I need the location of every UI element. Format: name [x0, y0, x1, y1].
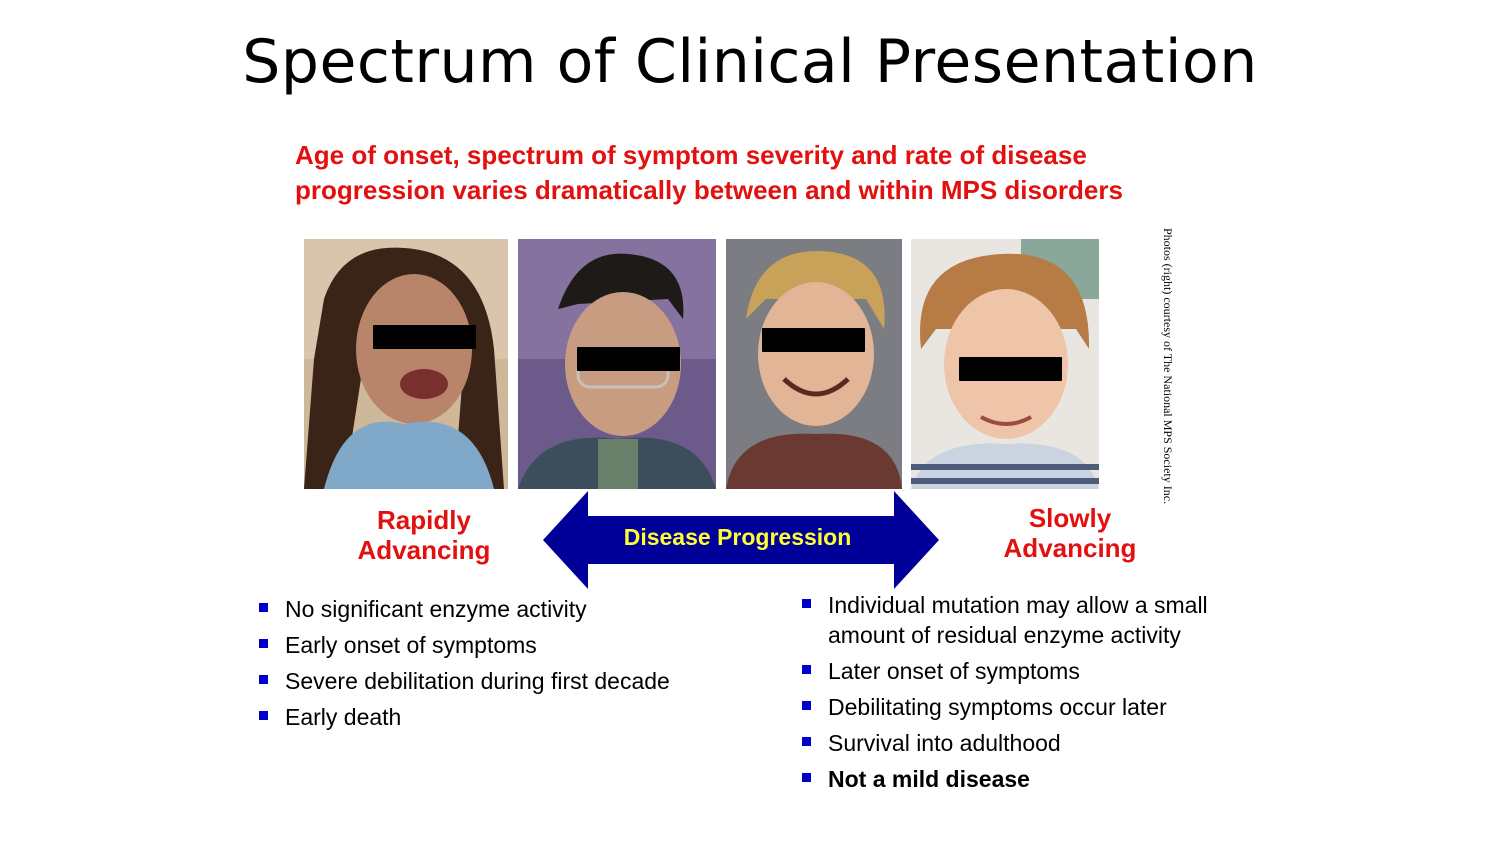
bullet-square-icon: [802, 665, 811, 674]
bullet-text: Early onset of symptoms: [285, 632, 537, 658]
slowly-advancing-label: Slowly Advancing: [980, 503, 1160, 563]
right-label-line-2: Advancing: [1003, 533, 1137, 563]
bullet-text: No significant enzyme activity: [285, 596, 587, 622]
list-item: Debilitating symptoms occur later: [801, 692, 1251, 722]
list-item: Severe debilitation during first decade: [258, 666, 738, 696]
bullet-text: Early death: [285, 704, 402, 730]
slide-subtitle: Age of onset, spectrum of symptom severi…: [295, 138, 1215, 208]
list-item: Not a mild disease: [801, 764, 1251, 794]
subtitle-line-2: progression varies dramatically between …: [295, 175, 1123, 205]
bullet-square-icon: [259, 711, 268, 720]
bullet-text: Severe debilitation during first decade: [285, 668, 670, 694]
bullet-text: Later onset of symptoms: [828, 658, 1080, 684]
rapidly-advancing-label: Rapidly Advancing: [334, 505, 514, 565]
privacy-bar-4: [959, 357, 1062, 381]
privacy-bar-3: [762, 328, 865, 352]
photo-credit: Photos (right) courtesy of The National …: [1161, 228, 1175, 505]
bullet-square-icon: [259, 639, 268, 648]
list-item: No significant enzyme activity: [258, 594, 738, 624]
list-item: Survival into adulthood: [801, 728, 1251, 758]
bullet-square-icon: [259, 603, 268, 612]
subtitle-line-1: Age of onset, spectrum of symptom severi…: [295, 140, 1087, 170]
list-item: Individual mutation may allow a small am…: [801, 590, 1251, 650]
patient-photo-1: [304, 239, 508, 489]
bullet-text: Survival into adulthood: [828, 730, 1061, 756]
bullet-square-icon: [802, 701, 811, 710]
list-item: Later onset of symptoms: [801, 656, 1251, 686]
bullet-text: Debilitating symptoms occur later: [828, 694, 1167, 720]
bullet-text: Individual mutation may allow a small am…: [828, 592, 1208, 648]
slide-title: Spectrum of Clinical Presentation: [242, 27, 1258, 97]
patient-photo-4: [911, 239, 1099, 489]
arrow-label: Disease Progression: [623, 524, 852, 550]
bullet-square-icon: [802, 773, 811, 782]
bullet-text: Not a mild disease: [828, 766, 1030, 792]
list-item: Early onset of symptoms: [258, 630, 738, 660]
bullet-square-icon: [259, 675, 268, 684]
privacy-bar-1: [373, 325, 476, 349]
left-bullet-list: No significant enzyme activity Early ons…: [258, 594, 738, 738]
bullet-square-icon: [802, 599, 811, 608]
left-label-line-2: Advancing: [357, 535, 491, 565]
left-label-line-1: Rapidly: [377, 505, 471, 535]
right-bullet-list: Individual mutation may allow a small am…: [801, 590, 1251, 800]
patient-photo-3: [726, 239, 902, 489]
disease-progression-arrow: [543, 491, 939, 589]
privacy-bar-2: [577, 347, 680, 371]
list-item: Early death: [258, 702, 738, 732]
bullet-square-icon: [802, 737, 811, 746]
right-label-line-1: Slowly: [1028, 503, 1112, 533]
